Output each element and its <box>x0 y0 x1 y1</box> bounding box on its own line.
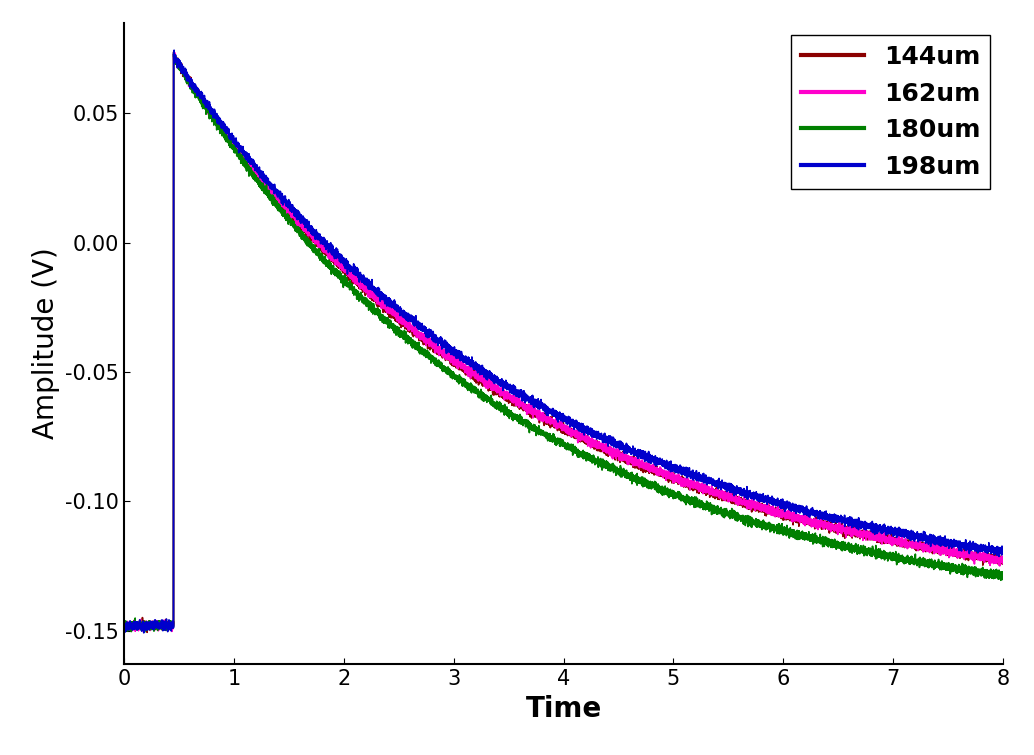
198um <box>171 59 183 68</box>
180um <box>122 619 134 628</box>
Line: 198um: 198um <box>124 51 1003 633</box>
144um <box>291 215 303 224</box>
144um <box>169 50 181 59</box>
162um <box>291 217 303 226</box>
198um <box>154 619 166 628</box>
180um <box>168 48 180 57</box>
198um <box>291 214 303 223</box>
162um <box>165 627 178 636</box>
198um <box>122 621 134 630</box>
144um <box>154 623 166 632</box>
Legend: 144um, 162um, 180um, 198um: 144um, 162um, 180um, 198um <box>791 35 991 189</box>
144um <box>171 55 183 64</box>
162um <box>997 559 1009 569</box>
198um <box>138 628 150 637</box>
144um <box>548 421 560 430</box>
180um <box>154 621 166 630</box>
144um <box>950 545 963 554</box>
162um <box>950 549 963 558</box>
Y-axis label: Amplitude (V): Amplitude (V) <box>32 248 60 439</box>
198um <box>997 547 1009 556</box>
180um <box>997 572 1009 581</box>
162um <box>154 621 166 630</box>
144um <box>141 627 153 636</box>
144um <box>122 623 134 632</box>
180um <box>118 621 130 630</box>
180um <box>291 224 303 233</box>
180um <box>548 436 560 445</box>
144um <box>118 620 130 629</box>
Line: 162um: 162um <box>124 52 1003 631</box>
162um <box>118 622 130 631</box>
180um <box>950 562 963 572</box>
Line: 144um: 144um <box>124 54 1003 632</box>
X-axis label: Time: Time <box>525 695 602 723</box>
162um <box>171 54 183 63</box>
198um <box>548 406 560 415</box>
144um <box>997 554 1009 563</box>
162um <box>168 48 180 57</box>
198um <box>168 46 180 55</box>
180um <box>139 627 151 636</box>
162um <box>548 420 560 429</box>
180um <box>171 60 183 69</box>
Line: 180um: 180um <box>124 52 1003 632</box>
162um <box>122 621 134 630</box>
198um <box>118 625 130 634</box>
198um <box>950 537 963 546</box>
